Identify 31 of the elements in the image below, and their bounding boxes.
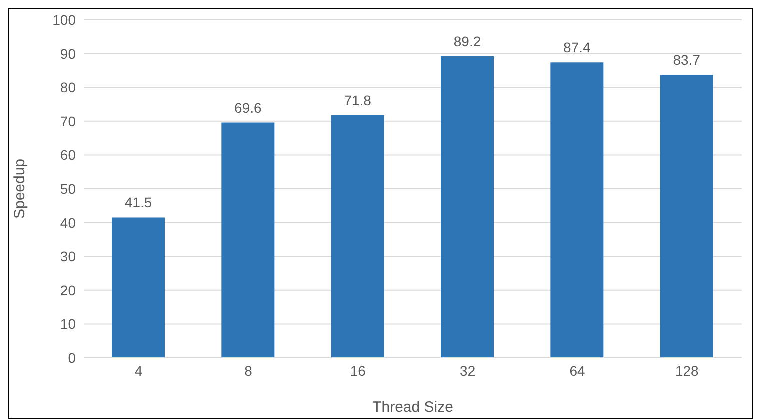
y-axis-title: Speedup (11, 158, 28, 220)
bar (112, 218, 165, 358)
x-tick-label: 64 (570, 362, 586, 379)
x-tick-label: 8 (244, 362, 253, 379)
y-tick-label: 70 (60, 113, 76, 130)
bar (660, 75, 714, 358)
x-axis-title: Thread Size (372, 399, 454, 416)
data-label: 87.4 (564, 40, 592, 56)
y-tick-label: 10 (60, 316, 76, 332)
bar (222, 122, 275, 358)
data-label: 41.5 (124, 194, 152, 211)
data-label: 69.6 (234, 100, 262, 116)
y-tick-label: 100 (52, 12, 76, 28)
y-tick-label: 20 (60, 282, 76, 298)
x-tick-label: 32 (460, 362, 476, 379)
data-label: 89.2 (454, 34, 482, 50)
y-tick-label: 50 (60, 180, 76, 197)
y-tick-label: 60 (60, 147, 76, 164)
y-tick-label: 40 (60, 214, 76, 231)
y-tick-label: 30 (60, 248, 76, 265)
bar (441, 56, 494, 358)
x-tick-label: 128 (675, 362, 700, 379)
y-tick-label: 0 (68, 350, 76, 366)
bar (550, 62, 604, 358)
y-tick-label: 90 (60, 46, 76, 62)
x-tick-label: 16 (350, 362, 366, 379)
x-tick-label: 4 (134, 362, 143, 379)
y-tick-label: 80 (60, 80, 76, 96)
data-label: 71.8 (344, 92, 372, 108)
data-label: 83.7 (673, 52, 701, 68)
bar (331, 115, 384, 358)
